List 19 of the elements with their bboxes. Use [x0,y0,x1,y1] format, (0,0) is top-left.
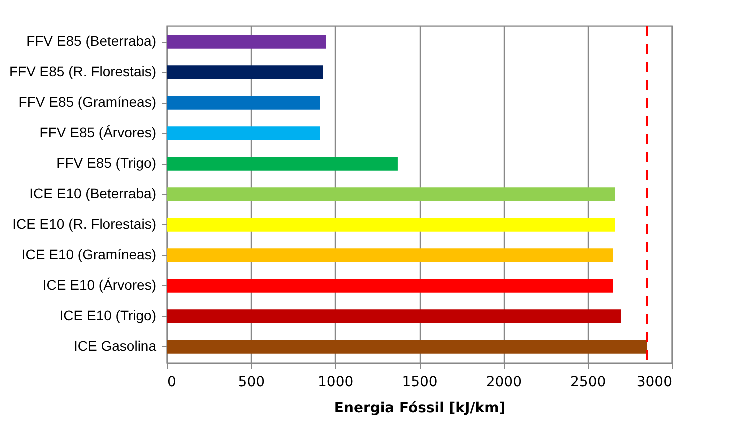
x-tick-label: 2000 [486,374,522,390]
y-tick-label: ICE E10 (Árvores) [42,276,156,293]
x-tick-label: 1500 [402,374,438,390]
y-tick-label: ICE E10 (Gramíneas) [22,246,156,262]
x-tick-label: 500 [238,374,266,390]
x-tick-label: 2500 [570,374,606,390]
y-tick-label: ICE E10 (Trigo) [60,307,156,324]
y-tick-label: FFV E85 (Trigo) [56,155,156,171]
x-tick-label: 0 [168,374,176,390]
x-tick-label: 1000 [318,374,354,390]
y-tick-label: ICE E10 (Beterraba) [30,186,156,202]
y-tick-label: FFV E85 (R. Florestais) [9,64,156,80]
y-tick-label: ICE E10 (R. Florestais) [12,216,156,232]
x-axis-title: Energia Fóssil [kJ/km] [334,400,506,416]
y-tick-label: FFV E85 (Árvores) [40,124,156,141]
y-tick-label: ICE Gasolina [74,338,157,354]
x-tick-label: 3000 [636,374,672,390]
y-tick-label: FFV E85 (Beterraba) [26,33,156,50]
y-tick-label: FFV E85 (Gramíneas) [18,94,156,110]
